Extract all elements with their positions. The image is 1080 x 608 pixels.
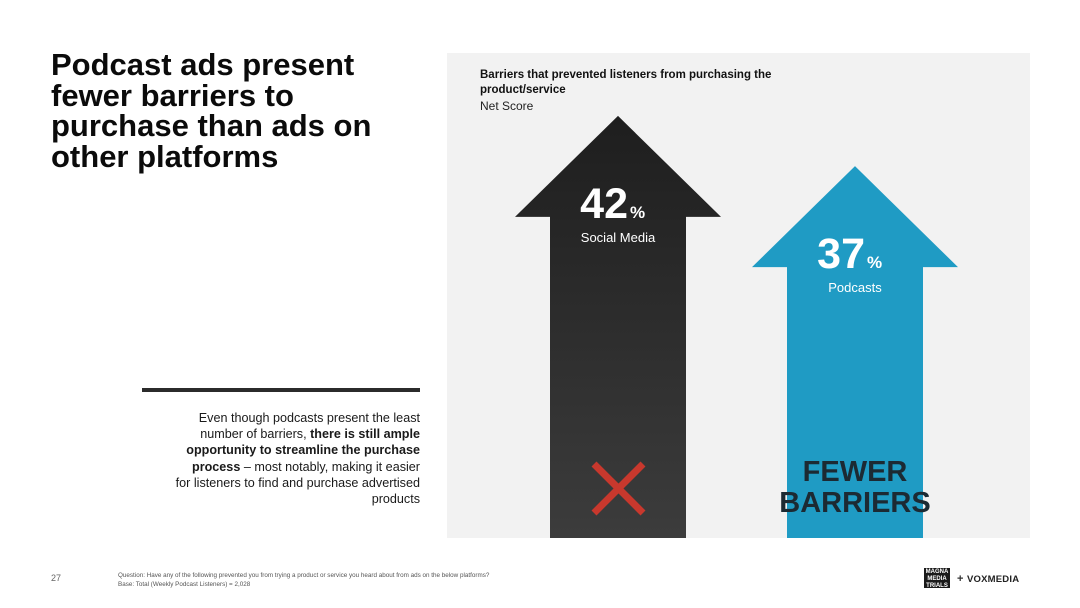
page-title: Podcast ads present fewer barriers to pu… [51,47,372,174]
body-text-part2: – most notably, making it easier for lis… [175,459,420,507]
divider-rule [142,388,420,392]
value-label: 42 [580,180,628,228]
footnote-question: Question: Have any of the following prev… [118,572,490,579]
fewer-barriers-label: BARRIERS [779,487,930,519]
category-label: Podcasts [828,280,882,295]
fewer-barriers-label: FEWER [803,456,908,488]
value-label: 37 [817,230,865,278]
page-number: 27 [51,573,62,583]
body-text-part1: Even though podcasts present the least n… [198,411,420,442]
logo-plus: + [957,573,964,585]
footnote: Question: Have any of the following prev… [118,572,538,589]
value-unit-label: % [630,203,645,222]
category-label: Social Media [581,230,656,245]
arrow-bar-social-media [515,115,721,539]
chart-subtitle: Net Score [480,99,534,113]
value-unit-label: % [867,253,882,272]
body-text: Even though podcasts present the least n… [175,410,420,507]
chart-panel [447,53,1030,538]
voxmedia-logo: VOXMEDIA [967,574,1020,585]
arrow-bar-podcasts [752,166,958,538]
footnote-base: Base: Total (Weekly Podcast Listeners) =… [118,580,251,588]
chart-title: Barriers that prevented listeners from p… [480,69,772,96]
x-mark-icon [591,461,646,516]
body-text-bold: there is still ample opportunity to stre… [186,427,420,474]
magna-logo: MAGNA MEDIA TRIALS [924,568,950,589]
